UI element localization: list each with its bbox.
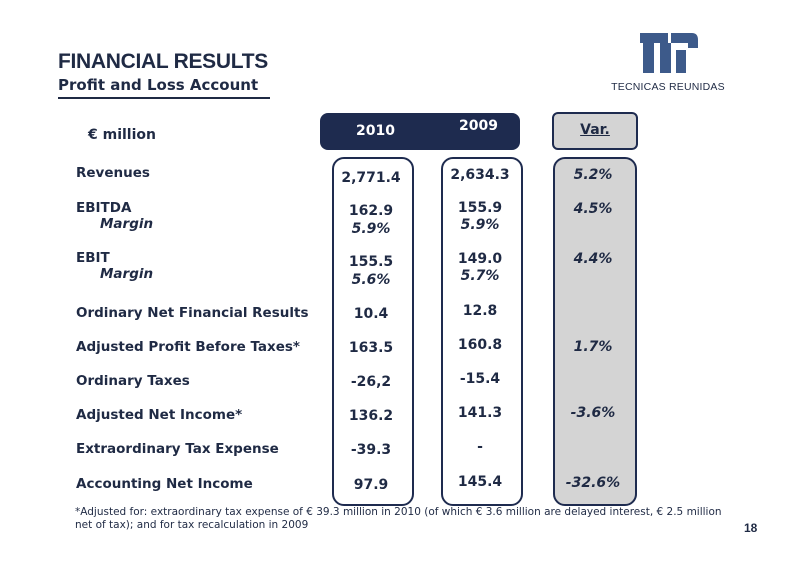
page-title: FINANCIAL RESULTS (58, 50, 268, 73)
row-label-net-financial: Ordinary Net Financial Results (76, 305, 309, 321)
cell-revenues-2010: 2,771.4 (341, 170, 401, 186)
cell-ebit-margin-2010: 5.6% (351, 272, 391, 288)
row-label-net-income: Adjusted Net Income* (76, 407, 243, 423)
row-label-pbt: Adjusted Profit Before Taxes* (76, 339, 300, 355)
cell-ebitda-margin-2009: 5.9% (460, 217, 500, 233)
tr-logo-icon (640, 33, 698, 73)
column-header-2009: 2009 (459, 118, 498, 134)
title-underline (58, 97, 270, 99)
cell-accounting-ni-var: -32.6% (565, 475, 621, 491)
row-label-accounting-ni: Accounting Net Income (76, 476, 253, 492)
column-header-2010: 2010 (356, 123, 395, 139)
cell-pbt-2009: 160.8 (457, 337, 503, 353)
company-logo: TECNICAS REUNIDAS (598, 28, 738, 100)
cell-net-income-2010: 136.2 (348, 408, 394, 424)
cell-net-income-var: -3.6% (570, 405, 616, 421)
cell-net-financial-2010: 10.4 (353, 306, 389, 322)
cell-ebitda-var: 4.5% (573, 201, 613, 217)
cell-ebit-var: 4.4% (573, 251, 613, 267)
row-label-ebit-margin: Margin (100, 266, 154, 282)
column-2010-box (332, 157, 414, 506)
cell-net-financial-2009: 12.8 (462, 303, 498, 319)
unit-label: € million (88, 127, 156, 143)
cell-ebit-2009: 149.0 (457, 251, 503, 267)
page-number: 18 (744, 521, 758, 535)
year-header-bar (320, 113, 520, 150)
cell-accounting-ni-2010: 97.9 (353, 477, 389, 493)
cell-accounting-ni-2009: 145.4 (457, 474, 503, 490)
row-label-revenues: Revenues (76, 165, 150, 181)
logo-text: TECNICAS REUNIDAS (611, 81, 725, 93)
row-label-extra-tax: Extraordinary Tax Expense (76, 441, 279, 457)
cell-ebitda-margin-2010: 5.9% (351, 221, 391, 237)
cell-pbt-var: 1.7% (573, 339, 613, 355)
variation-header-label: Var. (580, 122, 610, 138)
column-2009-box (441, 157, 523, 506)
cell-extra-tax-2010: -39.3 (350, 442, 392, 458)
variation-header: Var. (552, 112, 638, 150)
cell-taxes-2010: -26,2 (350, 374, 392, 390)
cell-pbt-2010: 163.5 (348, 340, 394, 356)
cell-ebit-2010: 155.5 (348, 254, 394, 270)
column-variation-box (553, 157, 637, 506)
cell-ebitda-2010: 162.9 (348, 203, 394, 219)
row-label-taxes: Ordinary Taxes (76, 373, 190, 389)
cell-ebit-margin-2009: 5.7% (460, 268, 500, 284)
row-label-ebitda: EBITDA (76, 200, 132, 216)
row-label-ebitda-margin: Margin (100, 216, 154, 232)
cell-net-income-2009: 141.3 (457, 405, 503, 421)
cell-revenues-2009: 2,634.3 (450, 167, 510, 183)
row-label-ebit: EBIT (76, 250, 110, 266)
page-subtitle: Profit and Loss Account (58, 76, 259, 94)
cell-taxes-2009: -15.4 (459, 371, 501, 387)
cell-revenues-var: 5.2% (573, 167, 613, 183)
footnote: *Adjusted for: extraordinary tax expense… (75, 506, 722, 531)
cell-ebitda-2009: 155.9 (457, 200, 503, 216)
cell-extra-tax-2009: - (477, 439, 483, 455)
